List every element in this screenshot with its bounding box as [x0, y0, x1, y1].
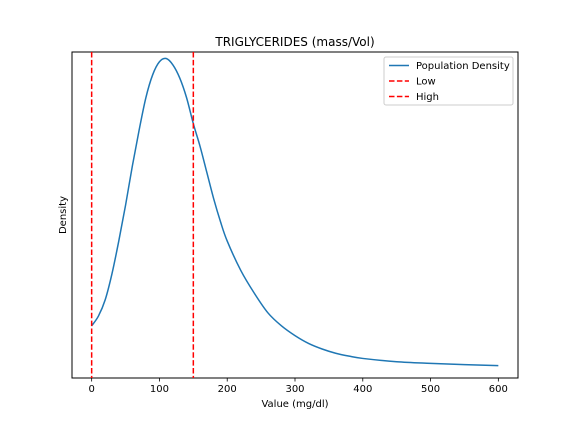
- x-tick-label: 100: [150, 384, 169, 395]
- legend: Population Density Low High: [383, 56, 514, 106]
- legend-label-low: Low: [416, 77, 436, 88]
- y-axis-label: Density: [58, 196, 69, 234]
- x-tick-label: 0: [88, 384, 94, 395]
- plot-lines: [90, 52, 499, 378]
- legend-label-high: High: [416, 92, 439, 103]
- x-tick-label: 500: [421, 384, 440, 395]
- x-axis-label: Value (mg/dl): [261, 399, 328, 410]
- x-tick-label: 300: [285, 384, 304, 395]
- x-tick-label: 200: [218, 384, 237, 395]
- chart-title: TRIGLYCERIDES (mass/Vol): [214, 35, 374, 49]
- x-tick-label: 400: [353, 384, 372, 395]
- series-population-density: [91, 57, 499, 367]
- legend-label-population-density: Population Density: [416, 61, 510, 72]
- x-tick-label: 600: [489, 384, 508, 395]
- legend-box: [383, 56, 514, 106]
- x-axis-ticks: 0 100 200 300 400 500 600: [88, 378, 508, 395]
